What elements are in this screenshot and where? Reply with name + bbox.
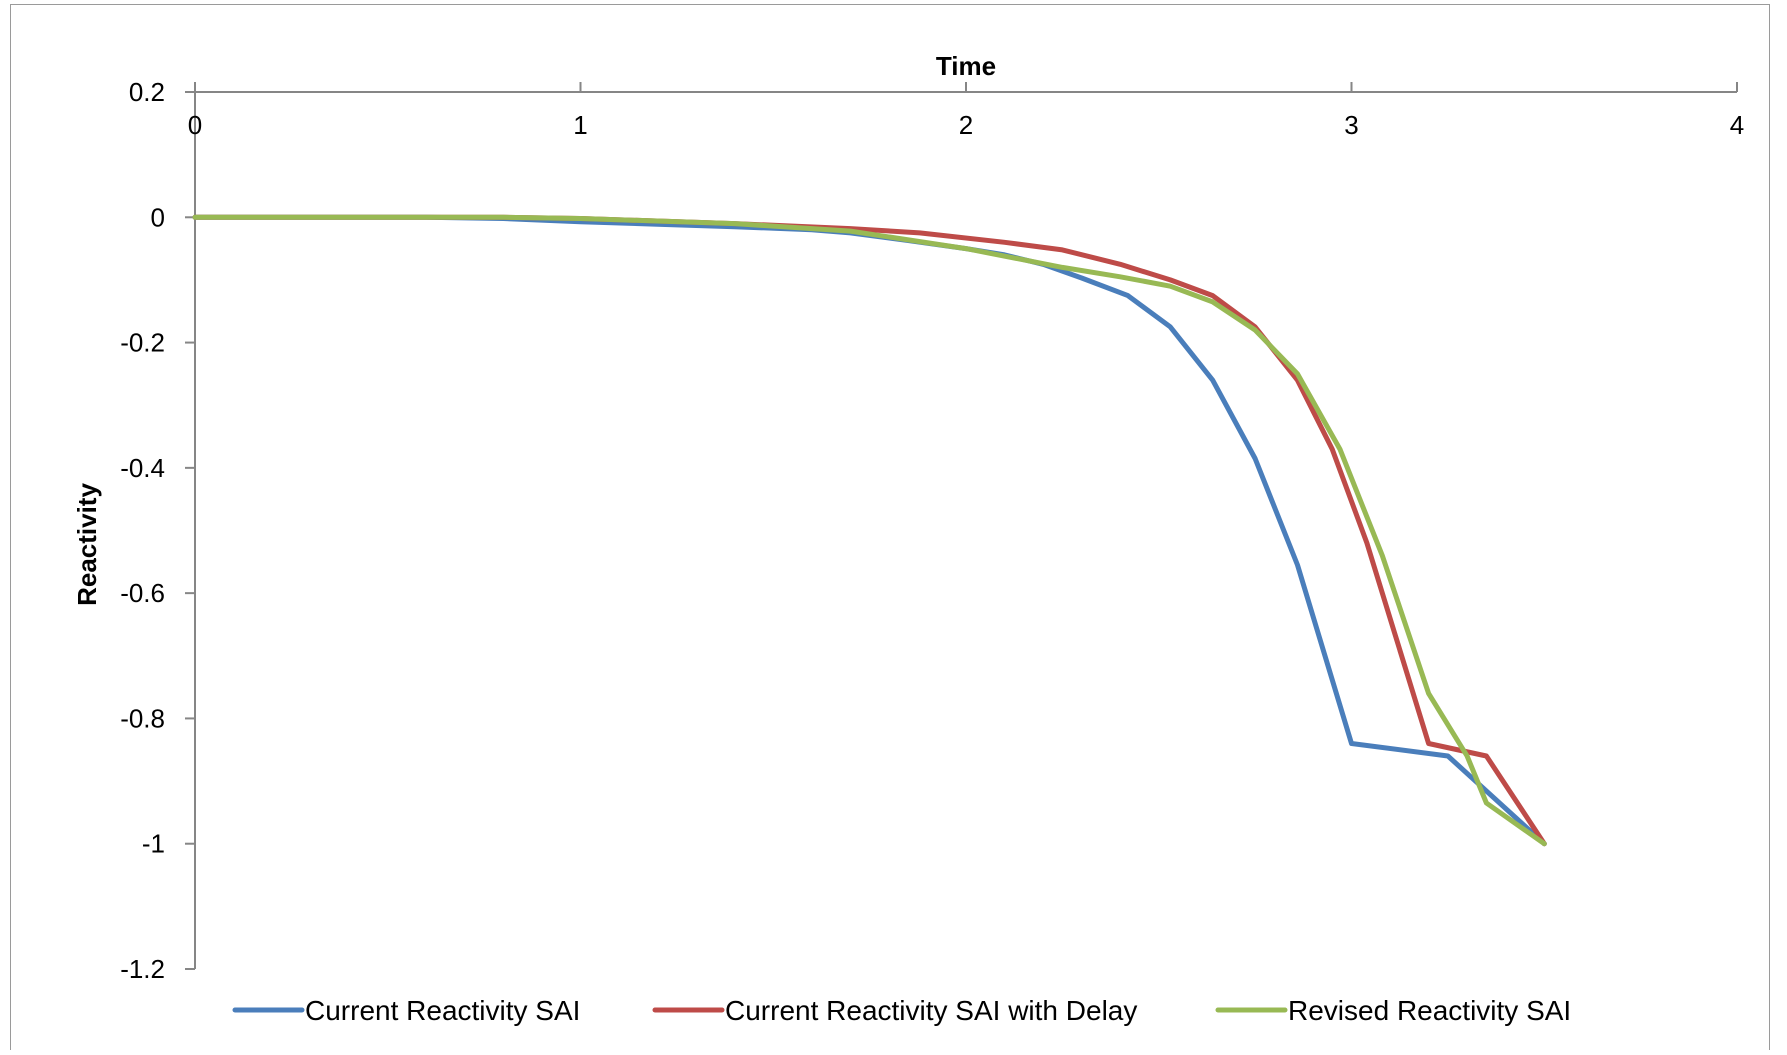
- x-tick-label: 3: [1344, 110, 1358, 140]
- y-tick-label: 0.2: [129, 77, 165, 107]
- y-tick-label: -0.6: [120, 578, 165, 608]
- chart-frame: [10, 4, 1770, 1050]
- legend-label-2: Current Reactivity SAI with Delay: [725, 995, 1137, 1026]
- y-tick-label: -0.8: [120, 703, 165, 733]
- y-tick-label: -0.4: [120, 453, 165, 483]
- x-tick-label: 1: [573, 110, 587, 140]
- y-tick-label: -1.2: [120, 954, 165, 984]
- y-tick-label: -0.2: [120, 328, 165, 358]
- axes: 0.2 0 -0.2 -0.4 -0.6 -0.8 -1 -1.2 0 1 2 3 4: [120, 77, 1744, 984]
- legend: Current Reactivity SAI Current Reactivity…: [232, 995, 1571, 1026]
- legend-label-3: Revised Reactivity SAI: [1288, 995, 1571, 1026]
- y-tick-label: -1: [142, 829, 165, 859]
- series-line-2: [192, 214, 1547, 847]
- legend-label-1: Current Reactivity SAI: [305, 995, 580, 1026]
- series-line-3: [192, 214, 1547, 847]
- x-tick-label: 4: [1730, 110, 1744, 140]
- series-lines: [192, 214, 1547, 847]
- x-tick-label: 0: [188, 110, 202, 140]
- x-axis-title: Time: [936, 51, 996, 81]
- y-axis-title: Reactivity: [72, 483, 102, 606]
- y-tick-label: 0: [151, 202, 165, 232]
- x-tick-label: 2: [959, 110, 973, 140]
- series-line-1: [192, 214, 1547, 847]
